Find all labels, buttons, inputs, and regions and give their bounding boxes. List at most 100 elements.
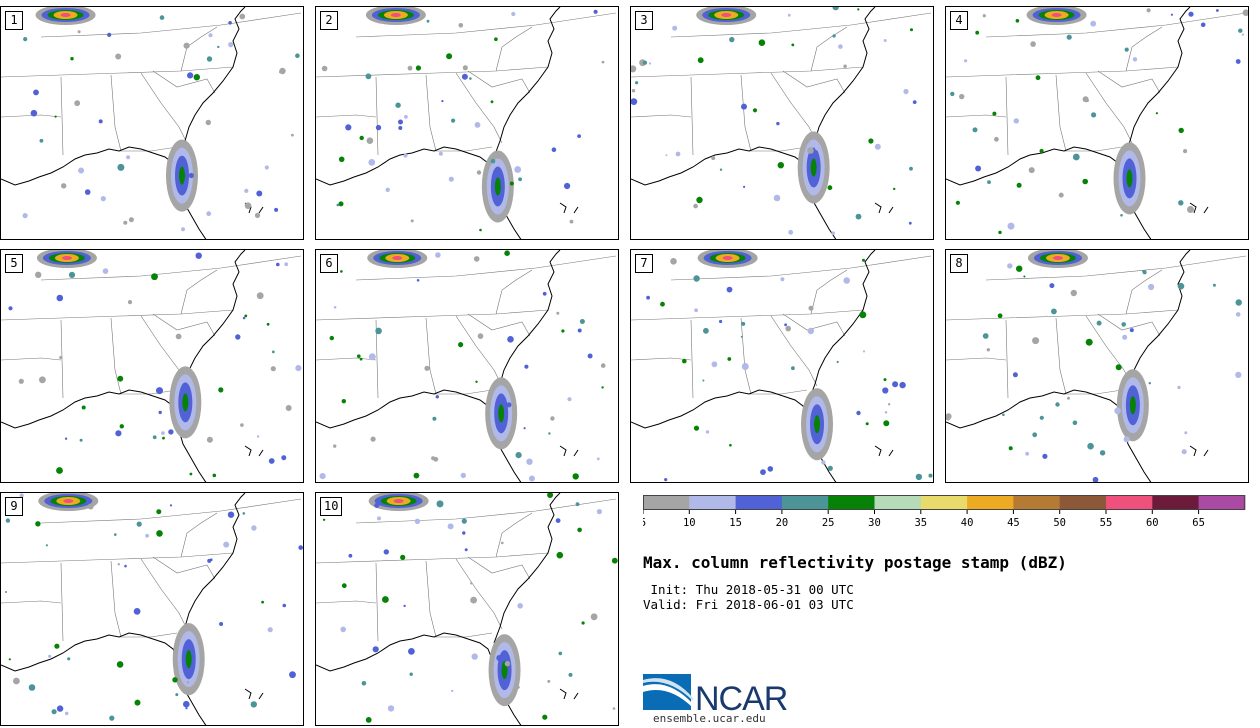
storm-cell xyxy=(726,286,733,293)
storm-cell xyxy=(577,527,582,533)
storm-cell xyxy=(1052,256,1063,260)
storm-cell xyxy=(161,431,165,435)
storm-cell xyxy=(892,381,899,388)
storm-cell xyxy=(54,115,57,118)
state-border xyxy=(316,552,549,564)
storm-cell xyxy=(219,622,224,626)
state-border xyxy=(119,389,178,395)
storm-cell xyxy=(87,503,94,510)
storm-cell xyxy=(385,187,390,192)
storm-cell xyxy=(1238,28,1243,33)
storm-cell xyxy=(341,583,347,589)
storm-cell xyxy=(458,342,464,348)
storm-cell xyxy=(855,213,862,220)
storm-cell xyxy=(696,196,703,204)
storm-cell xyxy=(244,188,249,193)
storm-cell xyxy=(1007,263,1013,269)
storm-cell xyxy=(159,15,165,20)
storm-cell xyxy=(156,387,163,395)
storm-cell xyxy=(836,360,839,364)
storm-cell xyxy=(1032,432,1038,438)
storm-cell xyxy=(1122,334,1128,340)
storm-cell xyxy=(435,252,441,258)
state-border xyxy=(434,389,493,395)
storm-cell xyxy=(370,436,376,442)
storm-cell xyxy=(555,518,561,523)
state-border xyxy=(985,255,1247,281)
storm-cell xyxy=(403,153,408,158)
storm-cell xyxy=(61,183,67,189)
storm-cell xyxy=(274,207,279,212)
storm-cell xyxy=(1082,178,1088,185)
state-border xyxy=(810,269,848,315)
storm-cell xyxy=(910,28,913,32)
storm-cell xyxy=(410,219,414,223)
state-border xyxy=(434,146,493,152)
storm-cell xyxy=(333,306,337,309)
storm-cell xyxy=(1146,8,1151,13)
storm-cell xyxy=(242,316,246,320)
storm-cell xyxy=(642,60,648,65)
plot-title: Max. column reflectivity postage stamp (… xyxy=(643,553,1067,572)
storm-cell xyxy=(291,133,294,137)
storm-cell xyxy=(1091,112,1097,118)
storm-cell xyxy=(206,56,213,62)
state-border xyxy=(1097,70,1161,94)
storm-cell xyxy=(117,563,121,566)
reflectivity-colorbar: 5 10 15 20 25 30 35 40 45 50 55 60 65 xyxy=(643,495,1246,529)
storm-cell xyxy=(476,170,482,175)
storm-cell xyxy=(461,73,468,80)
storm-cell xyxy=(1072,420,1078,426)
storm-cell xyxy=(494,37,498,41)
storm-cell xyxy=(703,327,709,334)
storm-cell xyxy=(596,509,602,515)
storm-cell xyxy=(102,268,109,274)
storm-cell xyxy=(470,582,473,585)
state-border xyxy=(670,12,932,38)
storm-cell xyxy=(359,357,363,361)
storm-cell xyxy=(100,196,106,202)
storm-cell xyxy=(490,100,494,104)
coastline xyxy=(258,692,264,700)
storm-cell xyxy=(807,147,814,154)
storm-cell xyxy=(517,603,523,609)
storm-cell xyxy=(436,500,444,508)
storm-cell xyxy=(506,402,512,408)
state-border xyxy=(670,255,932,281)
storm-cell xyxy=(997,313,1003,319)
coastline xyxy=(874,445,882,457)
storm-cell xyxy=(1181,449,1187,455)
storm-cell xyxy=(694,308,698,313)
storm-cell xyxy=(239,13,246,20)
stamp-panel-2: 2 xyxy=(315,6,619,240)
storm-cell xyxy=(126,155,131,160)
storm-cell xyxy=(123,220,128,225)
storm-cell xyxy=(156,530,163,537)
storm-cell xyxy=(407,65,413,71)
storm-cell xyxy=(807,327,814,335)
state-border xyxy=(40,12,302,38)
storm-cell xyxy=(374,503,380,508)
storm-cell xyxy=(1058,192,1064,198)
storm-cell xyxy=(372,646,379,653)
storm-cell xyxy=(808,305,814,311)
colorbar-bin xyxy=(1013,495,1061,510)
storm-cell xyxy=(1007,222,1015,230)
storm-cell xyxy=(711,361,718,368)
storm-cell xyxy=(1142,270,1145,273)
state-border xyxy=(455,72,503,144)
state-border xyxy=(316,600,377,604)
storm-cell xyxy=(975,165,982,172)
storm-cell xyxy=(408,648,415,655)
storm-cell xyxy=(1025,451,1029,456)
colorbar-tick-label: 5 xyxy=(643,517,646,529)
storm-cell xyxy=(357,354,361,358)
storm-cell xyxy=(1155,112,1158,115)
colorbar-bin xyxy=(689,495,737,510)
storm-cell xyxy=(298,545,303,550)
state-border xyxy=(495,269,533,315)
storm-cell xyxy=(1188,11,1194,17)
storm-cell xyxy=(908,221,912,225)
colorbar-bin xyxy=(1106,495,1153,510)
storm-cell xyxy=(646,295,650,300)
